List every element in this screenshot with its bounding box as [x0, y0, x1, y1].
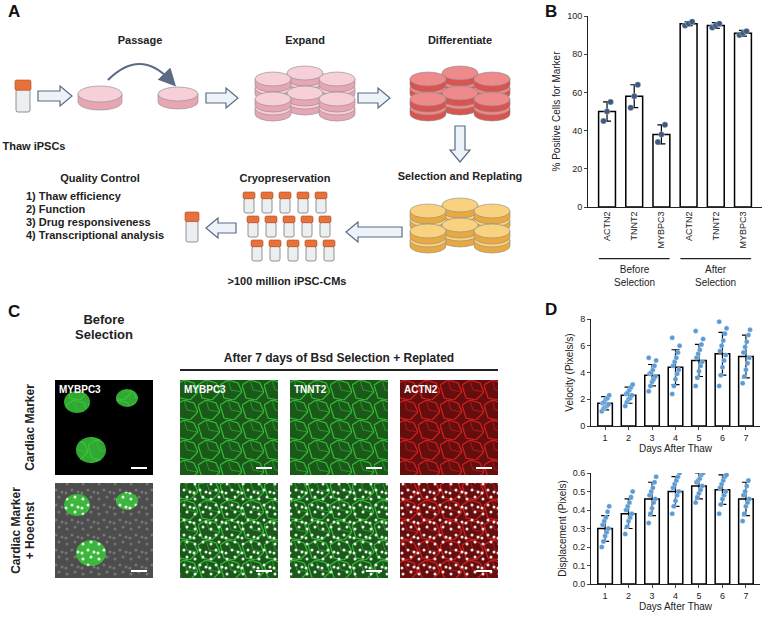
svg-text:4: 4: [673, 591, 678, 601]
svg-text:MYBPC3: MYBPC3: [656, 212, 666, 249]
svg-text:Passage: Passage: [118, 34, 163, 46]
html-text:C: C: [8, 302, 21, 321]
svg-text:Differentiate: Differentiate: [428, 34, 492, 46]
svg-text:5: 5: [696, 591, 701, 601]
svg-text:TNNT2: TNNT2: [711, 212, 721, 241]
svg-text:20: 20: [572, 164, 582, 174]
svg-text:0.4: 0.4: [573, 505, 586, 515]
svg-text:ACTN2: ACTN2: [404, 384, 438, 395]
svg-text:Days After Thaw: Days After Thaw: [639, 601, 713, 612]
svg-text:After 7 days of Bsd Selection: After 7 days of Bsd Selection + Replated: [224, 351, 454, 365]
svg-text:Selection: Selection: [75, 327, 133, 342]
svg-text:>100 million iPSC-CMs: >100 million iPSC-CMs: [228, 275, 347, 287]
svg-text:8: 8: [580, 314, 585, 324]
svg-text:+ Hoechst: + Hoechst: [23, 502, 37, 560]
svg-text:1: 1: [603, 591, 608, 601]
svg-text:2: 2: [580, 394, 585, 404]
svg-text:3: 3: [650, 433, 655, 443]
svg-text:MYBPC3: MYBPC3: [184, 384, 226, 395]
svg-text:0.1: 0.1: [573, 561, 586, 571]
svg-text:3: 3: [650, 591, 655, 601]
svg-text:Days After Thaw: Days After Thaw: [639, 443, 713, 454]
svg-text:Quality Control: Quality Control: [60, 172, 139, 184]
svg-text:ACTN2: ACTN2: [684, 212, 694, 242]
svg-text:6: 6: [720, 433, 725, 443]
svg-text:0.0: 0.0: [573, 579, 586, 589]
svg-text:MYBPC3: MYBPC3: [738, 212, 748, 249]
svg-text:Before: Before: [83, 312, 124, 327]
svg-text:0: 0: [580, 421, 585, 431]
svg-text:BeforeSelection: BeforeSelection: [614, 264, 655, 288]
svg-text:% Positive Cells for Marker: % Positive Cells for Marker: [551, 51, 562, 172]
svg-text:4: 4: [580, 368, 585, 378]
svg-text:80: 80: [572, 49, 582, 59]
svg-text:0.5: 0.5: [573, 487, 586, 497]
html-text:D: D: [545, 300, 558, 319]
svg-text:AfterSelection: AfterSelection: [695, 264, 736, 288]
svg-text:Displacement (Pixels): Displacement (Pixels): [557, 480, 568, 577]
html-text:A: A: [8, 2, 21, 21]
svg-text:2: 2: [626, 433, 631, 443]
svg-text:7: 7: [743, 591, 748, 601]
svg-text:TNNT2: TNNT2: [629, 212, 639, 241]
svg-text:Velocity (Pixels/s): Velocity (Pixels/s): [564, 333, 575, 411]
svg-text:Thaw iPSCs: Thaw iPSCs: [3, 140, 66, 152]
svg-text:5: 5: [696, 433, 701, 443]
svg-text:4: 4: [673, 433, 678, 443]
svg-text:1) Thaw efficiency: 1) Thaw efficiency: [26, 190, 122, 202]
svg-text:Cardiac Marker: Cardiac Marker: [23, 384, 37, 471]
svg-text:2) Function: 2) Function: [26, 203, 86, 215]
svg-text:Expand: Expand: [285, 34, 325, 46]
svg-text:TNNT2: TNNT2: [294, 384, 327, 395]
svg-text:3) Drug responsiveness: 3) Drug responsiveness: [26, 216, 151, 228]
svg-text:4) Transcriptional analysis: 4) Transcriptional analysis: [26, 229, 164, 241]
svg-text:MYBPC3: MYBPC3: [59, 384, 101, 395]
svg-text:0: 0: [577, 202, 582, 212]
svg-text:6: 6: [580, 341, 585, 351]
svg-text:60: 60: [572, 88, 582, 98]
svg-text:Selection and Replating: Selection and Replating: [398, 170, 523, 182]
svg-text:Cardiac Marker: Cardiac Marker: [9, 487, 23, 574]
html-text:B: B: [545, 2, 558, 21]
svg-text:40: 40: [572, 126, 582, 136]
svg-text:1: 1: [603, 433, 608, 443]
svg-text:0.6: 0.6: [573, 468, 586, 478]
svg-text:7: 7: [743, 433, 748, 443]
svg-text:2: 2: [626, 591, 631, 601]
svg-text:6: 6: [720, 591, 725, 601]
svg-text:ACTN2: ACTN2: [602, 212, 612, 242]
svg-text:Cryopreservation: Cryopreservation: [239, 172, 330, 184]
svg-text:100: 100: [567, 11, 582, 21]
svg-text:0.2: 0.2: [573, 542, 586, 552]
svg-text:0.3: 0.3: [573, 524, 586, 534]
